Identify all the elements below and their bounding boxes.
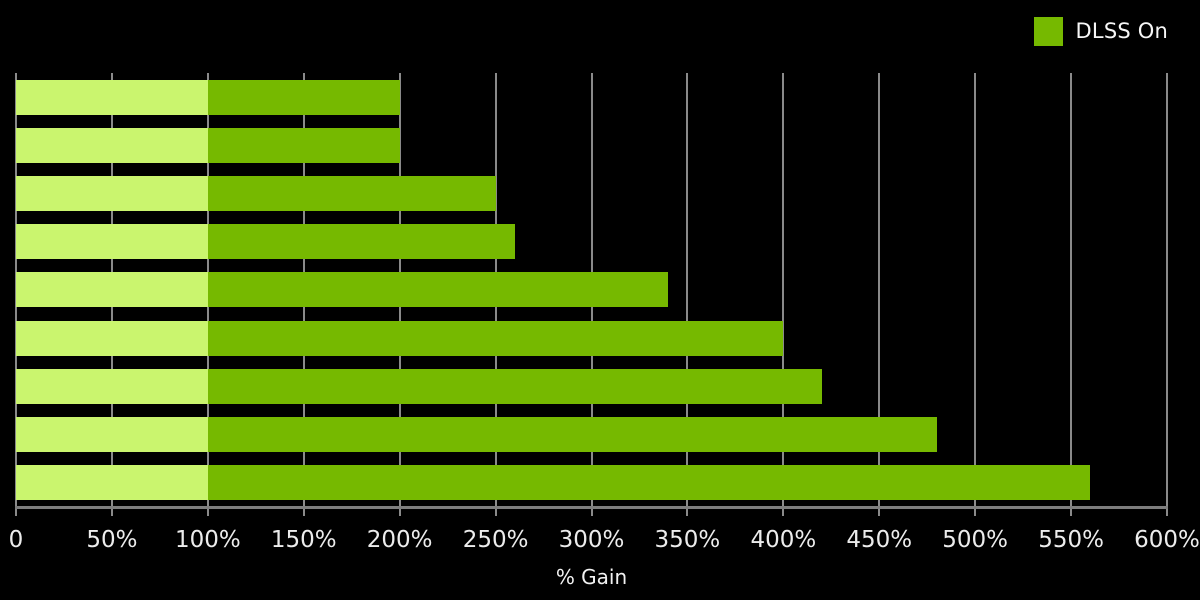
bar-baseline-segment bbox=[16, 465, 208, 501]
bar-dlss-on-segment bbox=[207, 320, 784, 356]
x-tick-label-0: 0 bbox=[8, 527, 24, 553]
bar-dlss-on-segment bbox=[207, 79, 400, 115]
gridline-350 bbox=[686, 73, 689, 516]
x-tick-label-350: 350% bbox=[654, 527, 721, 553]
bar-row-1 bbox=[16, 79, 1167, 115]
legend-swatch-dlss-on bbox=[1033, 17, 1063, 46]
bar-row-8 bbox=[16, 417, 1167, 453]
x-tick-label-500: 500% bbox=[942, 527, 1009, 553]
bar-baseline-segment bbox=[16, 272, 208, 308]
bar-dlss-on-segment bbox=[207, 368, 822, 404]
bar-baseline-segment bbox=[16, 79, 208, 115]
x-tick-label-450: 450% bbox=[846, 527, 913, 553]
plot-area bbox=[15, 73, 1168, 516]
bar-baseline-segment bbox=[16, 368, 208, 404]
x-tick-label-300: 300% bbox=[558, 527, 625, 553]
bar-row-3 bbox=[16, 176, 1167, 212]
gridline-400 bbox=[782, 73, 785, 516]
bar-row-2 bbox=[16, 127, 1167, 163]
legend-label-dlss-on: DLSS On bbox=[1075, 19, 1168, 43]
bar-dlss-on-segment bbox=[207, 417, 937, 453]
bar-dlss-on-segment bbox=[207, 127, 400, 163]
bars-container bbox=[16, 73, 1167, 507]
x-tick-label-250: 250% bbox=[462, 527, 529, 553]
x-tick-label-600: 600% bbox=[1134, 527, 1200, 553]
x-tick-label-150: 150% bbox=[270, 527, 337, 553]
bar-baseline-segment bbox=[16, 176, 208, 212]
gridline-450 bbox=[878, 73, 881, 516]
x-tick-label-200: 200% bbox=[366, 527, 433, 553]
bar-dlss-on-segment bbox=[207, 224, 515, 260]
gridline-500 bbox=[974, 73, 977, 516]
bar-row-9 bbox=[16, 465, 1167, 501]
bar-row-7 bbox=[16, 368, 1167, 404]
bar-dlss-on-segment bbox=[207, 176, 496, 212]
gridline-550 bbox=[1070, 73, 1073, 516]
gridline-600 bbox=[1166, 73, 1168, 516]
x-axis-title: % Gain bbox=[555, 565, 628, 589]
bar-baseline-segment bbox=[16, 320, 208, 356]
x-tick-label-550: 550% bbox=[1038, 527, 1104, 553]
bar-row-4 bbox=[16, 224, 1167, 260]
bar-row-6 bbox=[16, 320, 1167, 356]
bar-dlss-on-segment bbox=[207, 272, 669, 308]
x-tick-label-100: 100% bbox=[174, 527, 241, 553]
x-tick-label-50: 50% bbox=[86, 527, 138, 553]
bar-row-5 bbox=[16, 272, 1167, 308]
bar-baseline-segment bbox=[16, 417, 208, 453]
legend: DLSS On bbox=[1033, 17, 1168, 46]
x-axis-line bbox=[15, 506, 1168, 509]
bar-dlss-on-segment bbox=[207, 465, 1091, 501]
bar-baseline-segment bbox=[16, 224, 208, 260]
x-tick-label-400: 400% bbox=[750, 527, 817, 553]
bar-baseline-segment bbox=[16, 127, 208, 163]
